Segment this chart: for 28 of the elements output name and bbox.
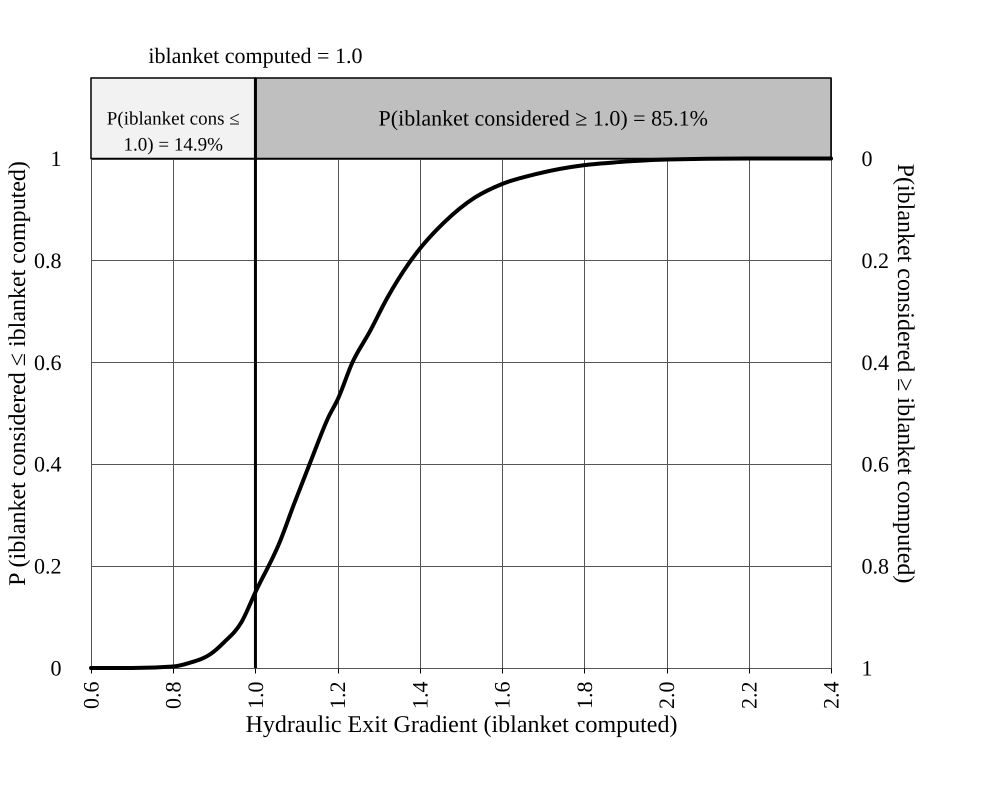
- y2-tick-label: 0.2: [862, 248, 889, 273]
- y2-tick-label: 1: [862, 656, 872, 680]
- y2-tick-label: 0: [862, 146, 872, 171]
- y-tick-label: 0: [50, 656, 62, 680]
- y-tick-label: 1: [50, 146, 62, 171]
- y-tick-label: 0.6: [34, 350, 62, 375]
- x-tick-label: 2.0: [654, 682, 680, 709]
- x-tick-label: 0.6: [78, 682, 104, 709]
- y-tick-label: 0.8: [34, 248, 62, 273]
- x-tick-label: 1.0: [242, 682, 268, 709]
- y2-tick-label: 0.4: [862, 350, 889, 375]
- x-tick-label: 1.2: [325, 682, 350, 709]
- y-tick-label: 0.2: [34, 554, 62, 579]
- y-tick-label: 0.4: [34, 452, 62, 477]
- x-tick-label: 1.8: [572, 682, 597, 709]
- x-tick-label: 2.4: [818, 682, 844, 709]
- band-label: P(iblanket considered ≥ 1.0) = 85.1%: [378, 105, 708, 130]
- y2-tick-label: 0.6: [862, 452, 889, 477]
- x-tick-label: 0.8: [160, 682, 186, 709]
- ref-line-label: iblanket computed = 1.0: [148, 43, 362, 68]
- x-tick-label: 2.2: [736, 682, 762, 709]
- x-tick-label: 1.4: [407, 682, 432, 709]
- y-axis-title: P (iblanket considered ≤ iblanket computed): [5, 161, 31, 586]
- band-label: P(iblanket cons ≤ 1.0) = 14.9%: [106, 108, 240, 156]
- y2-tick-label: 0.8: [862, 554, 889, 579]
- x-tick-label: 1.6: [490, 682, 515, 709]
- x-axis-title: Hydraulic Exit Gradient (iblanket computed): [246, 712, 678, 738]
- y2-axis-title: P(iblanket considered ≥ iblanket computed): [892, 164, 918, 584]
